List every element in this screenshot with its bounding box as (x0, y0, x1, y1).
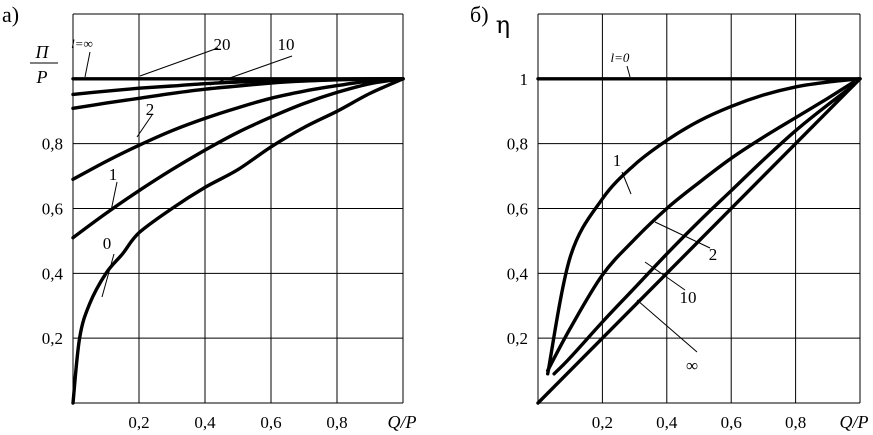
panel-b-chart: б) η Q/P 0,2 0,4 0,6 0,8 0,2 0,4 0,6 0,8 1 l=0 1 2… (470, 2, 869, 432)
panel-b-y-tick-label: 0,2 (507, 329, 528, 348)
panel-a-series-10-line (71, 77, 405, 110)
panel-b-label: б) (470, 2, 489, 27)
panel-b-series-2-line (546, 80, 856, 373)
panel-a-x-tick-label: 0,4 (194, 413, 216, 432)
panel-a-x-tick-label: 0,6 (260, 413, 281, 432)
panel-a-y-tick-label: 0,2 (42, 329, 63, 348)
panel-b-curve-labels: l=0 1 2 10 ∞ (611, 50, 718, 375)
panel-a-grid (72, 13, 404, 404)
panel-a-series-1-line (71, 77, 405, 240)
panel-a-series-0-leader (101, 253, 115, 298)
panel-a-curves (71, 77, 405, 405)
panel-a-series-2-line (71, 77, 405, 181)
panel-b-series-10-leader (644, 261, 686, 291)
panel-a-series-1-label: 1 (109, 165, 118, 184)
panel-a-chart: а) П P Q/P 0,2 0,4 0,6 0,8 0,2 0,4 0,6 0,8 l=∞ 2… (2, 2, 417, 432)
panel-a-series-2-label: 2 (146, 100, 155, 119)
panel-a-series-20-label: 20 (214, 35, 231, 54)
panel-b-series-10-line (552, 83, 856, 376)
panel-a-series-2-leader (136, 114, 153, 138)
panel-a-tick-labels: 0,2 0,4 0,6 0,8 0,2 0,4 0,6 0,8 (42, 135, 348, 432)
panel-b-x-tick-label: 0,4 (656, 413, 678, 432)
panel-b-x-tick-label: 0,6 (721, 413, 742, 432)
panel-a-series-l-label: l=∞ (71, 36, 93, 51)
panel-b-y-tick-label: 0,8 (507, 135, 528, 154)
panel-b-series-1-label: 1 (613, 151, 622, 170)
panel-a-ylabel-denominator: P (36, 67, 48, 87)
panel-a-series-0-line (71, 77, 405, 405)
panel-b-series-inf-leader (636, 299, 698, 353)
panel-b-y-tick-label: 1 (520, 70, 529, 89)
panel-a-x-tick-label: 0,2 (128, 413, 149, 432)
panel-b-series-inf-line (536, 77, 862, 405)
panel-a-series-l-leader (84, 51, 91, 78)
panel-b-y-tick-label: 0,6 (507, 200, 528, 219)
panel-b-series-1-leader (621, 171, 632, 195)
panel-b-series-l0-leader (626, 65, 631, 78)
panel-b-curves (536, 77, 862, 405)
panel-a-y-tick-label: 0,4 (42, 264, 64, 283)
panel-b-series-2-leader (654, 221, 711, 249)
panel-a-y-tick-label: 0,6 (42, 200, 63, 219)
panel-b-y-tick-label: 0,4 (507, 264, 529, 283)
panel-b-ylabel: η (496, 11, 510, 39)
panel-b-x-tick-label: 0,2 (592, 413, 613, 432)
panel-a-label: а) (2, 2, 19, 27)
panel-a-series-10-leader (209, 55, 293, 86)
panel-a-series-20-leader (139, 47, 219, 77)
panel-a-x-tick-label: 0,8 (326, 413, 347, 432)
panel-a-y-tick-label: 0,8 (42, 135, 63, 154)
panel-b-series-10-label: 10 (680, 288, 697, 307)
panel-a-ylabel-numerator: П (35, 42, 50, 62)
panel-a-xlabel: Q/P (388, 412, 417, 432)
panel-b-series-l0-label: l=0 (611, 50, 630, 65)
panel-b-x-tick-label: 0,8 (785, 413, 806, 432)
panel-b-grid (537, 13, 861, 404)
panel-b-series-inf-label: ∞ (686, 356, 698, 375)
panel-b-xlabel: Q/P (840, 412, 869, 432)
panel-b-series-2-label: 2 (709, 245, 718, 264)
panel-b-series-1-line (546, 77, 862, 376)
panel-a-series-10-label: 10 (278, 35, 295, 54)
panel-a-series-1-leader (110, 181, 118, 212)
panel-a-series-0-label: 0 (103, 234, 112, 253)
panel-b-tick-labels: 0,2 0,4 0,6 0,8 0,2 0,4 0,6 0,8 1 (507, 70, 806, 432)
